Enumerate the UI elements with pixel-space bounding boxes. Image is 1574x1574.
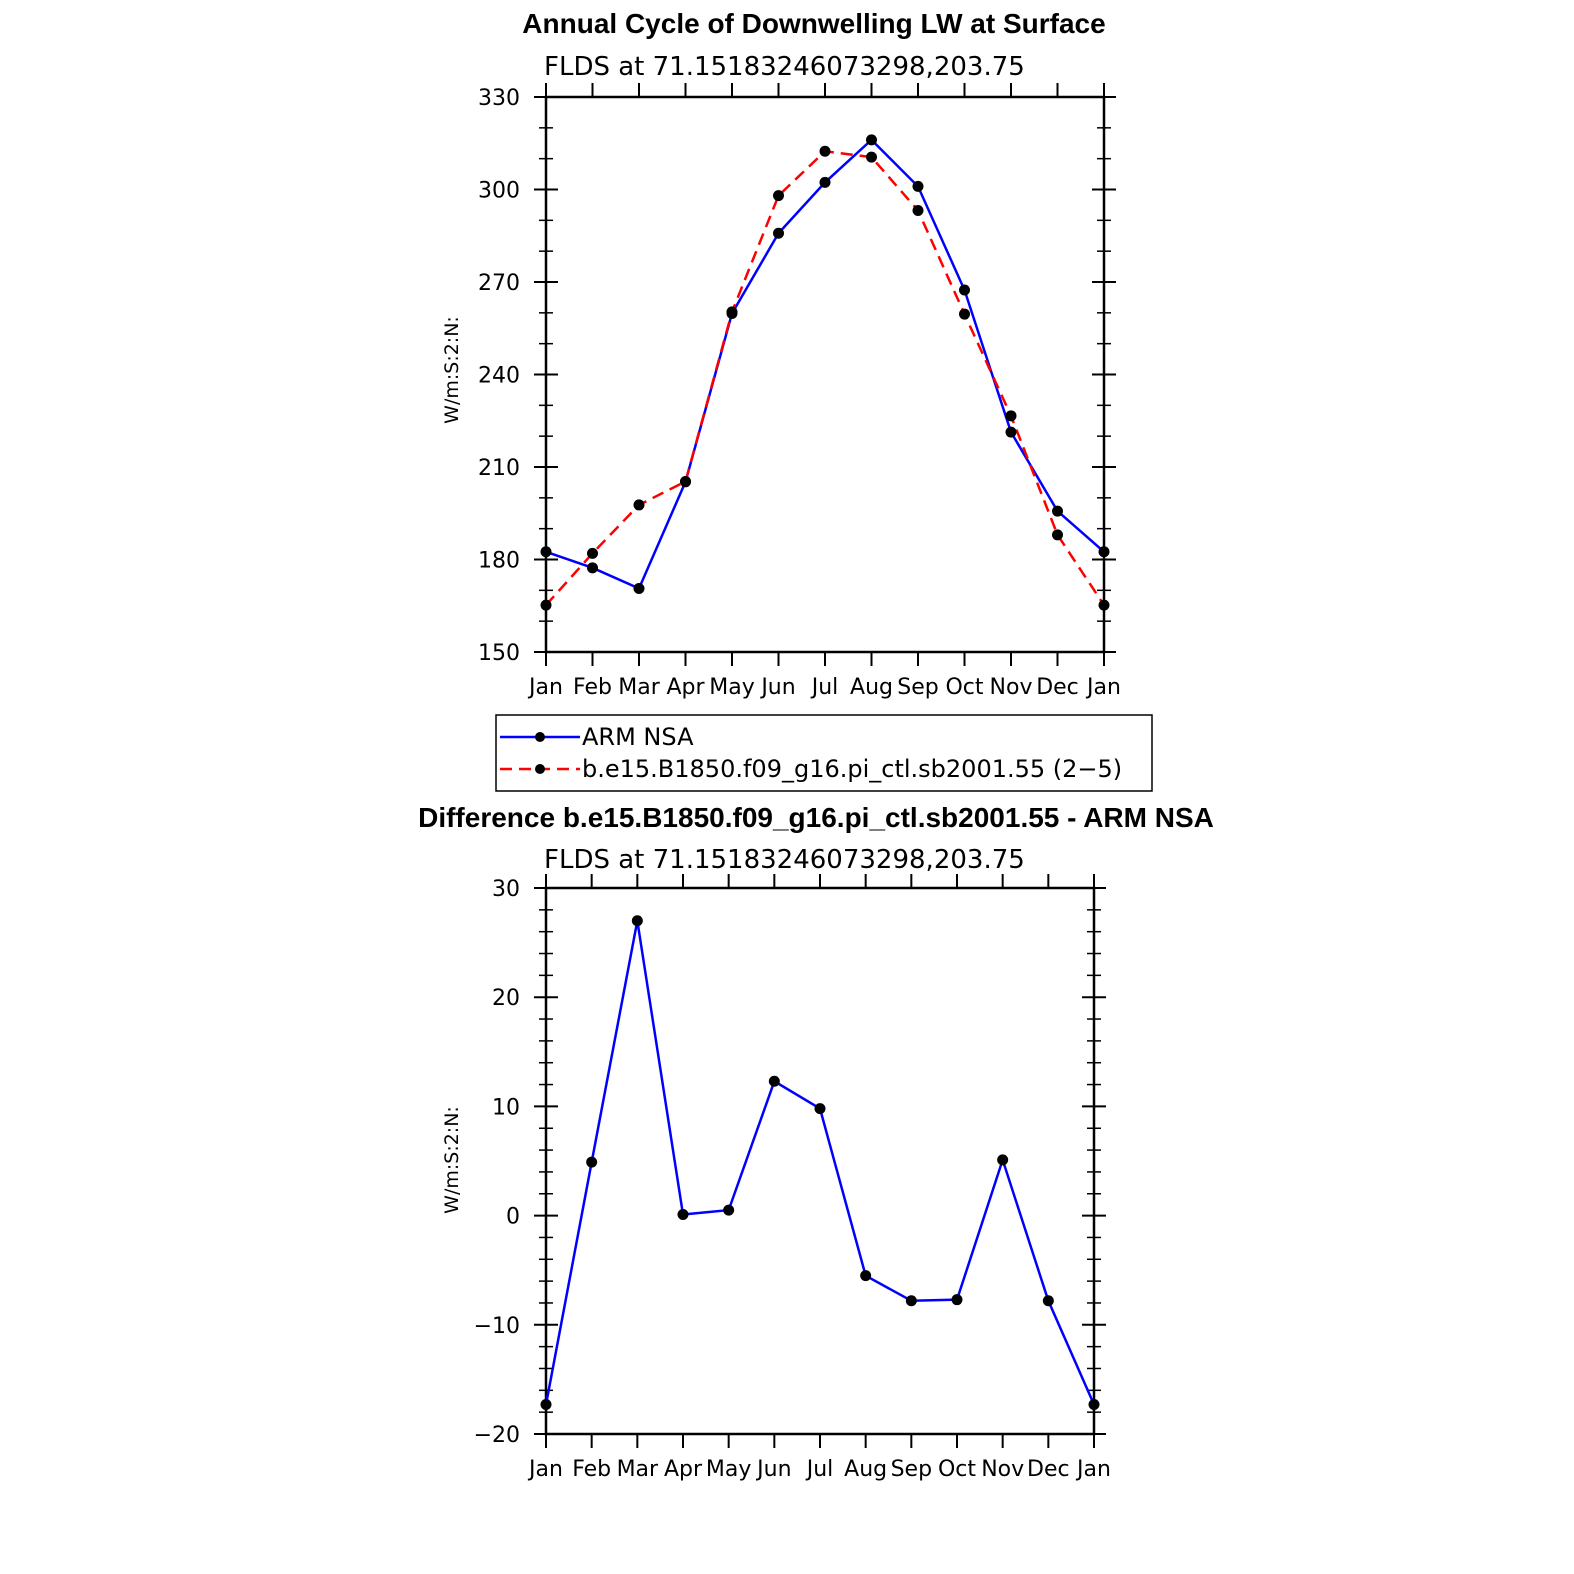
series-0-point	[540, 1399, 552, 1411]
series-0-point	[586, 1156, 598, 1168]
legend-label-model: b.e15.B1850.f09_g16.pi_ctl.sb2001.55 (2−…	[582, 755, 1122, 783]
series-line-1	[545, 149, 1106, 606]
series-0-point	[1052, 505, 1063, 517]
series-0-point	[912, 180, 924, 192]
y-axis-label: W/m:S:2:N:	[441, 1106, 463, 1214]
x-tick-label: Nov	[981, 1457, 1024, 1482]
x-tick-label: Jun	[759, 675, 795, 700]
series-0-point	[860, 1270, 872, 1282]
series-0-point	[997, 1154, 1009, 1166]
y-tick-label: −10	[474, 1314, 520, 1339]
legend-box	[495, 714, 1153, 792]
x-tick-label: Oct	[938, 1457, 976, 1482]
x-tick-label: Jul	[805, 1457, 834, 1482]
series-0-point	[587, 562, 598, 574]
series-0-point	[814, 1103, 826, 1115]
series-1-point	[866, 151, 877, 163]
legend: ARM NSA b.e15.B1850.f09_g16.pi_ctl.sb200…	[495, 714, 1153, 792]
x-tick-label: Nov	[990, 675, 1033, 700]
legend-marker-model	[535, 764, 545, 774]
x-tick-label: Sep	[897, 675, 938, 700]
series-1-point	[1098, 599, 1110, 611]
series-1-point	[819, 145, 831, 157]
legend-marker-arm-nsa	[535, 732, 545, 742]
x-tick-label: Feb	[572, 1457, 611, 1482]
series-0-point	[951, 1294, 963, 1306]
x-tick-label: Jul	[810, 675, 839, 700]
x-tick-label: Jun	[755, 1457, 791, 1482]
series-0-point	[723, 1204, 735, 1216]
x-tick-label: Apr	[666, 675, 705, 700]
series-1-point	[633, 499, 645, 511]
series-0-point	[1088, 1399, 1100, 1411]
x-tick-label: Jan	[527, 1457, 563, 1482]
x-tick-label: May	[709, 675, 754, 700]
x-tick-label: Aug	[850, 675, 893, 700]
x-tick-label: Jan	[527, 675, 563, 700]
x-tick-label: Sep	[891, 1457, 932, 1482]
chart-subtitle: FLDS at 71.15183246073298,203.75	[544, 52, 1025, 82]
y-tick-label: 30	[492, 877, 520, 902]
plot-area: 150 180 210 240 270 300 330 Jan Feb Mar Apr May Jun J…	[478, 83, 1121, 700]
series-0-point	[1098, 546, 1110, 558]
x-tick-label: Aug	[844, 1457, 887, 1482]
series-0-point	[773, 227, 784, 239]
series-1-point	[773, 190, 784, 202]
y-axis-label: W/m:S:2:N:	[441, 316, 463, 424]
series-1-point	[680, 475, 691, 487]
difference-chart: Difference b.e15.B1850.f09_g16.pi_ctl.sb…	[418, 802, 1214, 1482]
y-tick-label: 210	[478, 456, 520, 481]
x-tick-label: Feb	[573, 675, 612, 700]
y-tick-label: 270	[478, 271, 520, 296]
series-0-point	[677, 1209, 689, 1221]
series-0-point	[1005, 426, 1017, 438]
series-line-0	[545, 138, 1105, 591]
series-0-point	[1042, 1295, 1054, 1307]
y-tick-label: 0	[506, 1205, 520, 1230]
chart-subtitle: FLDS at 71.15183246073298,203.75	[544, 845, 1025, 875]
series-1-point	[1052, 529, 1063, 541]
series-0-point	[633, 582, 645, 594]
x-tick-label: Jan	[1085, 675, 1121, 700]
series-1-point	[959, 308, 970, 320]
x-tick-label: Dec	[1027, 1457, 1070, 1482]
x-tick-label: Dec	[1036, 675, 1079, 700]
plot-area: −20 −10 0 10 20 30 Jan Feb Mar Apr May Jun Jul Aug Sep…	[474, 874, 1111, 1482]
annual-cycle-chart: Annual Cycle of Downwelling LW at Surfac…	[441, 8, 1121, 700]
series-0-point	[631, 915, 643, 927]
x-tick-label: May	[706, 1457, 751, 1482]
y-tick-label: 240	[478, 364, 520, 389]
series-1-point	[726, 306, 738, 318]
y-tick-label: −20	[474, 1423, 520, 1448]
series-1-point	[1005, 410, 1017, 422]
series-0-point	[905, 1295, 917, 1307]
y-tick-label: 300	[478, 179, 520, 204]
y-tick-label: 180	[478, 549, 520, 574]
series-line-0	[544, 920, 1096, 1406]
y-tick-label: 150	[478, 641, 520, 666]
series-1-point	[587, 547, 598, 559]
y-tick-label: 10	[492, 1095, 520, 1120]
x-tick-label: Mar	[617, 1457, 659, 1482]
series-0-point	[540, 546, 552, 558]
y-tick-label: 330	[478, 86, 520, 111]
series-0-point	[959, 284, 970, 296]
series-0-point	[819, 176, 831, 188]
y-tick-label: 20	[492, 986, 520, 1011]
chart-title: Annual Cycle of Downwelling LW at Surfac…	[522, 8, 1105, 39]
x-tick-label: Mar	[618, 675, 660, 700]
x-tick-label: Apr	[664, 1457, 703, 1482]
chart-title: Difference b.e15.B1850.f09_g16.pi_ctl.sb…	[418, 802, 1214, 833]
series-0-point	[768, 1075, 780, 1087]
series-1-point	[540, 599, 552, 611]
x-tick-label: Oct	[945, 675, 983, 700]
legend-label-arm-nsa: ARM NSA	[582, 723, 694, 751]
x-tick-label: Jan	[1075, 1457, 1111, 1482]
series-1-point	[912, 204, 924, 216]
series-0-point	[866, 134, 877, 146]
